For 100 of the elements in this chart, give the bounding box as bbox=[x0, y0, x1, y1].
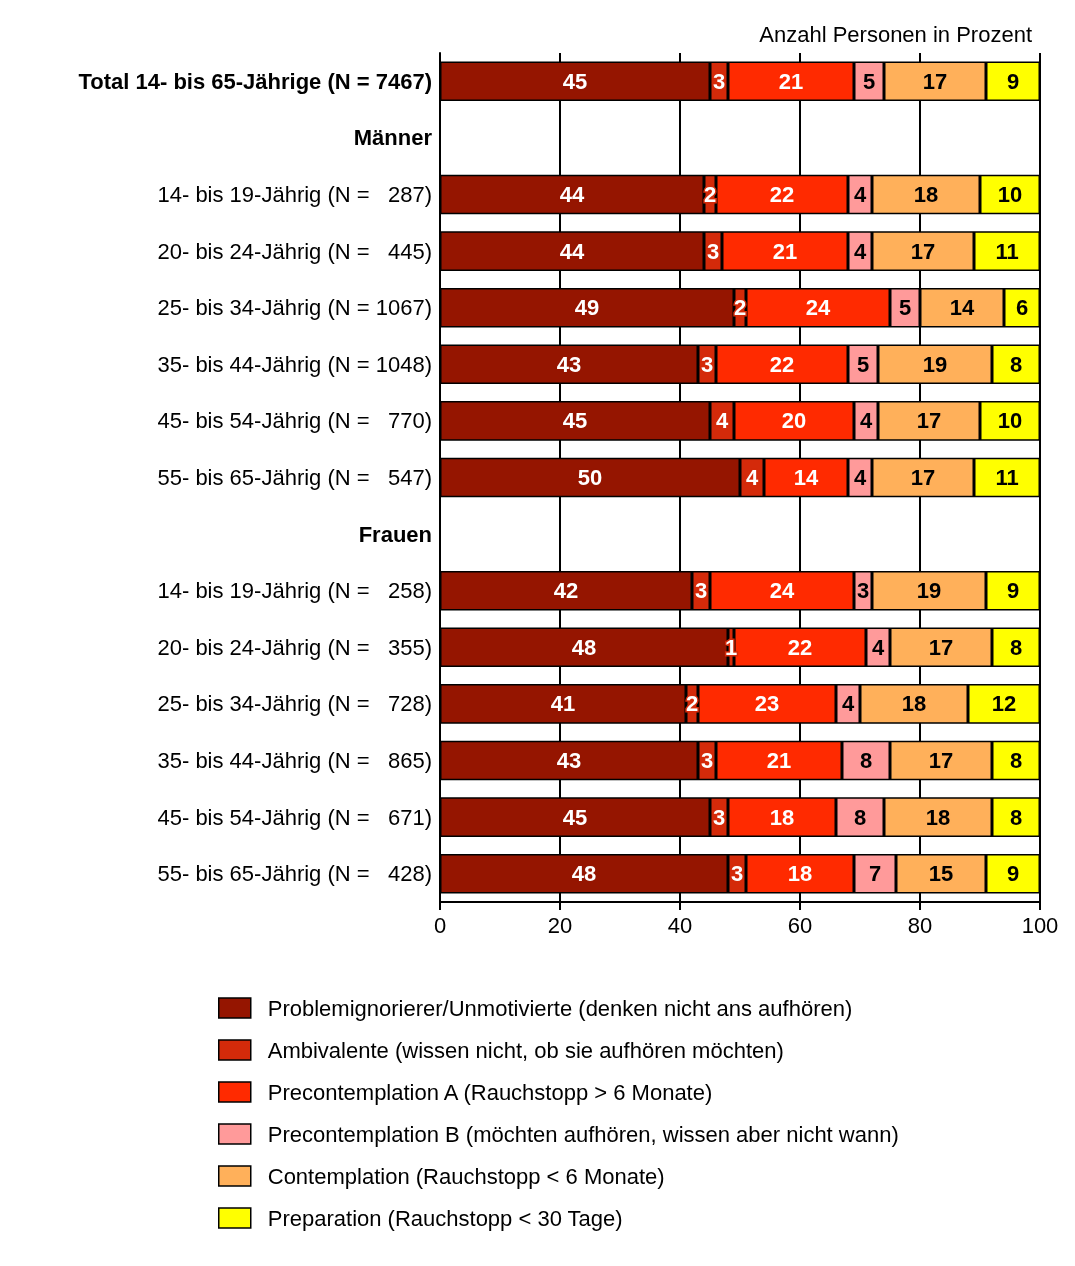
y-tick-label: 14- bis 19-Jährig (N = 287) bbox=[157, 182, 432, 207]
data-label: 12 bbox=[991, 691, 1017, 717]
y-tick-label: 35- bis 44-Jährig (N = 865) bbox=[157, 748, 432, 773]
y-tick-label: 14- bis 19-Jährig (N = 258) bbox=[157, 578, 432, 604]
data-label: 43 bbox=[556, 351, 582, 377]
data-label: 5 bbox=[856, 351, 870, 377]
data-label: 42 bbox=[553, 578, 579, 604]
data-label: 19 bbox=[922, 351, 948, 377]
y-tick-label: 20- bis 24-Jährig (N = 445) bbox=[157, 238, 432, 264]
data-label: 9 bbox=[1006, 861, 1020, 887]
data-label: 8 bbox=[1009, 804, 1023, 830]
data-label: 8 bbox=[859, 748, 873, 773]
x-tick-label: 40 bbox=[667, 912, 693, 938]
data-label: 48 bbox=[571, 634, 597, 660]
data-label: 6 bbox=[1015, 295, 1029, 321]
legend-label: Precontemplation B (möchten aufhören, wissen aber nicht wann) bbox=[267, 1121, 899, 1147]
data-label: 20 bbox=[781, 408, 807, 434]
y-tick-label: 25- bis 34-Jährig (N = 1067) bbox=[157, 295, 432, 321]
data-label: 3 bbox=[712, 804, 726, 830]
data-label: 9 bbox=[1006, 68, 1020, 94]
data-label: 3 bbox=[694, 578, 708, 604]
legend-label: Preparation (Rauchstopp < 30 Tage) bbox=[267, 1205, 623, 1231]
data-label: 45 bbox=[562, 408, 588, 434]
legend-label: Precontemplation A (Rauchstopp > 6 Monate) bbox=[267, 1079, 713, 1105]
data-label: 8 bbox=[1009, 748, 1023, 773]
data-label: 4 bbox=[871, 634, 885, 660]
data-label: 4 bbox=[841, 691, 855, 717]
data-label: 17 bbox=[910, 465, 936, 490]
data-label: 11 bbox=[995, 238, 1019, 264]
x-tick-label: 80 bbox=[907, 912, 933, 938]
data-label: 8 bbox=[1009, 351, 1023, 377]
data-label: 3 bbox=[730, 861, 744, 887]
x-axis-title: Anzahl Personen in Prozent bbox=[759, 21, 1033, 47]
data-label: 10 bbox=[997, 182, 1023, 207]
data-label: 21 bbox=[766, 748, 792, 773]
data-label: 18 bbox=[769, 804, 795, 830]
data-label: 15 bbox=[928, 861, 954, 887]
data-label: 19 bbox=[916, 578, 942, 604]
data-label: 4 bbox=[745, 465, 759, 490]
data-label: 4 bbox=[853, 238, 867, 264]
data-label: 17 bbox=[916, 408, 942, 434]
data-label: 22 bbox=[787, 634, 813, 660]
data-label: 7 bbox=[868, 861, 882, 887]
y-tick-label: 20- bis 24-Jährig (N = 355) bbox=[157, 634, 432, 660]
data-label: 3 bbox=[712, 68, 726, 94]
data-label: 4 bbox=[853, 465, 867, 490]
data-label: 11 bbox=[995, 465, 1019, 490]
data-label: 5 bbox=[862, 68, 876, 94]
data-label: 3 bbox=[856, 578, 870, 604]
data-label: 3 bbox=[706, 238, 720, 264]
data-label: 18 bbox=[913, 182, 939, 207]
data-label: 4 bbox=[859, 408, 873, 434]
y-tick-label: 35- bis 44-Jährig (N = 1048) bbox=[157, 351, 432, 377]
data-label: 17 bbox=[928, 748, 954, 773]
data-label: 44 bbox=[559, 238, 585, 264]
data-label: 10 bbox=[997, 408, 1023, 434]
data-label: 23 bbox=[754, 691, 780, 717]
data-label: 49 bbox=[574, 295, 600, 321]
data-label: 8 bbox=[1009, 634, 1023, 660]
data-label: 22 bbox=[769, 351, 795, 377]
data-label: 41 bbox=[550, 691, 576, 717]
y-tick-label: 55- bis 65-Jährig (N = 428) bbox=[157, 861, 432, 887]
data-label: 48 bbox=[571, 861, 597, 887]
x-tick-label: 20 bbox=[547, 912, 573, 938]
y-tick-label: 25- bis 34-Jährig (N = 728) bbox=[157, 691, 432, 717]
data-label: 3 bbox=[700, 351, 714, 377]
data-label: 50 bbox=[577, 465, 603, 490]
data-label: 18 bbox=[901, 691, 927, 717]
data-label: 17 bbox=[910, 238, 936, 264]
data-label: 43 bbox=[556, 748, 582, 773]
data-label: 18 bbox=[925, 804, 951, 830]
data-label: 44 bbox=[559, 182, 585, 207]
y-tick-label: Total 14- bis 65-Jährige (N = 7467) bbox=[78, 68, 432, 94]
data-label: 14 bbox=[949, 295, 975, 321]
data-label: 22 bbox=[769, 182, 795, 207]
data-label: 24 bbox=[805, 295, 831, 321]
x-tick-label: 60 bbox=[787, 912, 813, 938]
x-tick-label: 0 bbox=[433, 912, 447, 938]
data-label: 18 bbox=[787, 861, 813, 887]
y-tick-label: Frauen bbox=[358, 521, 432, 547]
legend-label: Contemplation (Rauchstopp < 6 Monate) bbox=[267, 1163, 665, 1189]
x-tick-label: 100 bbox=[1021, 912, 1059, 938]
data-label: 21 bbox=[778, 68, 804, 94]
data-label: 21 bbox=[772, 238, 798, 264]
data-label: 45 bbox=[562, 804, 588, 830]
data-label: 17 bbox=[922, 68, 948, 94]
y-tick-label: 45- bis 54-Jährig (N = 770) bbox=[157, 408, 432, 434]
data-label: 3 bbox=[700, 748, 714, 773]
data-label: 4 bbox=[715, 408, 729, 434]
data-label: 5 bbox=[898, 295, 912, 321]
legend-label: Problemignorierer/Unmotivierte (denken nicht ans aufhören) bbox=[267, 995, 853, 1021]
data-label: 14 bbox=[793, 465, 819, 490]
legend-label: Ambivalente (wissen nicht, ob sie aufhören möchten) bbox=[267, 1037, 784, 1063]
data-label: 4 bbox=[853, 182, 867, 207]
data-label: 9 bbox=[1006, 578, 1020, 604]
y-tick-label: Männer bbox=[353, 125, 433, 151]
y-tick-label: 45- bis 54-Jährig (N = 671) bbox=[157, 804, 432, 830]
y-tick-label: 55- bis 65-Jährig (N = 547) bbox=[157, 465, 432, 490]
data-label: 24 bbox=[769, 578, 795, 604]
data-label: 8 bbox=[853, 804, 867, 830]
